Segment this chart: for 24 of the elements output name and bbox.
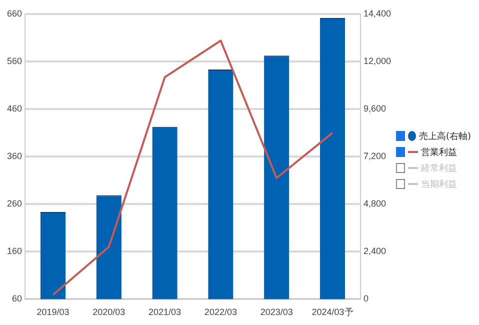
x-tick-label: 2023/03 <box>260 307 293 318</box>
y2-tick-label: 9,600 <box>363 104 386 114</box>
x-tick-label: 2024/03予 <box>312 307 354 318</box>
y-tick-label: 460 <box>6 104 22 114</box>
y-tick-label: 60 <box>12 294 22 304</box>
legend-label: 営業利益 <box>421 146 457 158</box>
x-tick-label: 2022/03 <box>204 307 237 318</box>
y2-tick-label: 2,400 <box>363 246 386 256</box>
legend-label: 経常利益 <box>421 162 457 174</box>
y2-tick-label: 14,400 <box>363 8 392 18</box>
y-tick-label: 260 <box>6 198 22 209</box>
x-tick-label: 2021/03 <box>148 307 182 318</box>
y2-tick-label: 7,200 <box>363 151 386 162</box>
y-tick-label: 560 <box>6 56 22 66</box>
y2-tick-label: 0 <box>363 294 368 304</box>
y-tick-label: 660 <box>6 8 22 18</box>
legend-label: 売上高(右軸) <box>419 130 472 142</box>
y-tick-label: 360 <box>6 151 22 162</box>
y2-tick-label: 4,800 <box>363 198 386 209</box>
y2-tick-label: 12,000 <box>363 56 392 66</box>
x-tick-label: 2019/03 <box>36 307 70 318</box>
y-tick-label: 160 <box>6 246 22 256</box>
legend-label: 当期利益 <box>421 178 457 190</box>
x-tick-label: 2020/03 <box>92 307 126 318</box>
